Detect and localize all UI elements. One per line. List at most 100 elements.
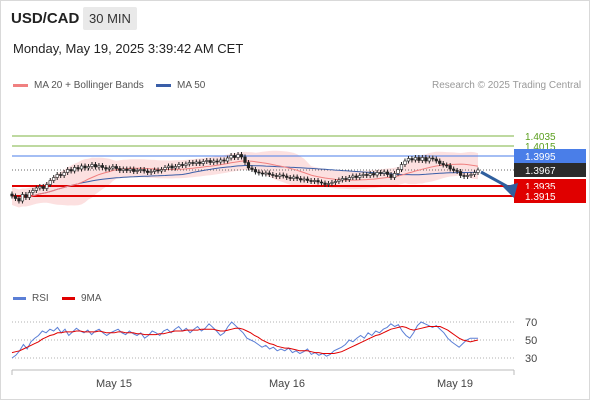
candle-body [316,180,320,183]
candle-body [48,180,52,185]
candle-body [24,194,28,198]
candle-body [452,168,456,171]
candle-body [236,154,240,158]
candle-body [330,182,334,184]
candle-body [382,171,386,174]
ma50-label: MA 50 [177,80,206,91]
candle-body [246,162,251,169]
candle-body [462,175,466,177]
candle-body [431,157,435,160]
candle-body [20,194,25,202]
header: USD/CAD 30 MIN [0,0,590,36]
candle-body [177,164,181,167]
candle-body [389,174,393,178]
candle-body [302,178,306,181]
ma50-swatch [156,84,171,87]
candle-body [365,174,369,176]
candle-body [34,187,38,191]
candle-body [121,168,125,171]
candle-body [375,172,379,176]
candle-body [372,173,376,176]
candle-body [111,166,115,169]
candle-body [180,164,185,166]
candle-body [229,155,233,159]
candle-body [455,170,459,172]
candle-body [312,180,317,182]
candle-body [323,182,327,185]
timestamp: Monday, May 19, 2025 3:39:42 AM CET [13,41,244,56]
candle-body [441,163,445,166]
candle-body [191,162,195,164]
candle-body [212,160,216,163]
candle-body [100,165,105,168]
candle-body [410,158,414,161]
candle-body [166,165,171,168]
currency-pair: USD/CAD [11,10,80,27]
candle-body [406,158,411,162]
candle-body [347,177,351,180]
candle-body [215,160,219,163]
candle-body [271,174,275,176]
level-label-1.3995: 1.3995 [525,152,556,163]
rsi-label: RSI [32,293,49,304]
candle-body [253,169,258,173]
candle-body [142,169,146,172]
candle-body [278,174,282,177]
candle-body [292,176,296,179]
candle-body [445,164,449,167]
candle-body [83,165,87,169]
candle-body [358,175,362,178]
timeframe-badge[interactable]: 30 MIN [83,7,137,30]
rsi-swatch [13,297,26,300]
level-label-1.3935: 1.3935 [525,182,556,193]
candle-body [27,192,31,198]
candle-body [396,169,400,174]
rsi-tick-70: 70 [525,317,537,329]
candle-body [222,159,226,162]
candle-body [319,181,324,184]
candle-body [86,166,91,169]
candle-body [448,165,452,170]
candle-body [13,195,18,199]
candle-body [465,175,470,177]
candle-body [469,174,473,176]
level-tag-1.3967 [514,163,586,177]
candle-body [379,172,383,174]
rsi-tick-30: 30 [525,353,537,365]
candle-body [62,172,66,176]
candle-body [459,171,463,176]
legend-ma50: MA 50 [156,80,205,91]
candle-body [159,169,164,172]
candle-body [385,171,390,175]
ma20-label: MA 20 + Bollinger Bands [34,80,144,91]
x-tick-may-16: May 16 [269,378,305,390]
candle-body [438,160,442,164]
bollinger-band [12,150,478,208]
candle-body [309,180,313,182]
candle-body [326,183,331,185]
candle-body [107,167,111,170]
ma50-line [11,165,479,200]
candle-body [139,169,143,171]
candle-body [146,170,150,173]
candle-body [219,159,223,163]
candle-body [403,160,407,165]
candle-body [305,178,310,181]
candle-body [361,174,365,176]
forecast-arrow-shaft [480,170,511,190]
candle-body [97,165,101,168]
candle-body [128,168,132,171]
candle-body [288,177,292,179]
candle-body [274,175,278,177]
candle-body [93,164,98,168]
level-label-1.3915: 1.3915 [525,192,556,203]
candle-body [55,174,59,178]
candle-body [250,167,254,170]
level-label-1.4015: 1.4015 [525,142,556,153]
rsi-ma9-line [11,325,479,354]
candle-body [201,161,205,164]
candle-body [417,157,421,161]
x-tick-may-15: May 15 [96,378,132,390]
level-label-1.3967: 1.3967 [525,166,556,177]
